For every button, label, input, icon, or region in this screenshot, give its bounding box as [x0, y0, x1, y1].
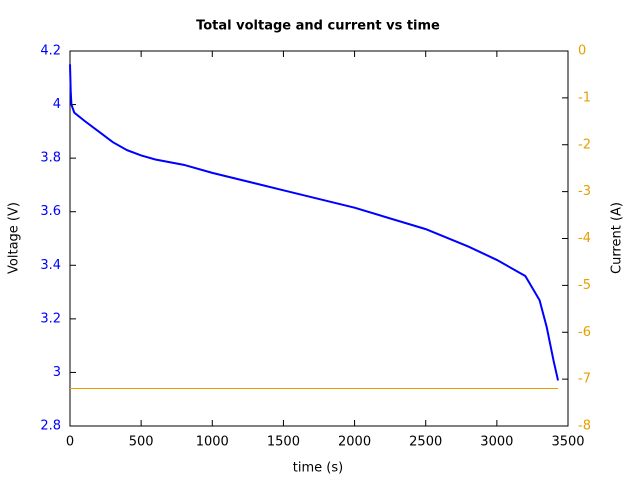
- y2-tick-label: -4: [578, 231, 591, 246]
- y-tick-label: 3: [53, 365, 61, 380]
- series-line: [69, 64, 560, 381]
- y-axis-label: Voltage (V): [7, 202, 22, 274]
- x-tick-label: 500: [129, 435, 154, 450]
- y2-tick-label: -2: [578, 137, 591, 152]
- x-axis-label: time (s): [293, 461, 343, 476]
- y-tick-label: 4: [53, 97, 61, 112]
- x-tick-label: 2000: [338, 435, 371, 450]
- x-tick-label: 1000: [196, 435, 229, 450]
- x-tick-label: 2500: [409, 435, 442, 450]
- y-tick-label: 3.4: [40, 258, 61, 273]
- x-tick-label: 0: [66, 435, 74, 450]
- y2-tick-label: -8: [578, 419, 591, 434]
- y-tick-label: 3.2: [40, 311, 61, 326]
- y-tick-label: 4.2: [40, 44, 61, 59]
- y2-tick-label: -6: [578, 325, 591, 340]
- x-tick-label: 3500: [551, 435, 584, 450]
- y-tick-label: 3.6: [40, 204, 61, 219]
- y2-axis-label: Current (A): [610, 202, 625, 274]
- y2-tick-label: -5: [578, 278, 591, 293]
- y2-tick-label: -7: [578, 372, 591, 387]
- y-tick-label: 2.8: [40, 419, 61, 434]
- y2-tick-label: -3: [578, 184, 591, 199]
- y-tick-label: 3.8: [40, 151, 61, 166]
- y2-tick-label: 0: [578, 44, 586, 59]
- plot-frame: [69, 50, 569, 427]
- x-tick-label: 3000: [480, 435, 513, 450]
- chart-title: Total voltage and current vs time: [196, 19, 440, 34]
- x-tick-label: 1500: [267, 435, 300, 450]
- y2-tick-label: -1: [578, 90, 591, 105]
